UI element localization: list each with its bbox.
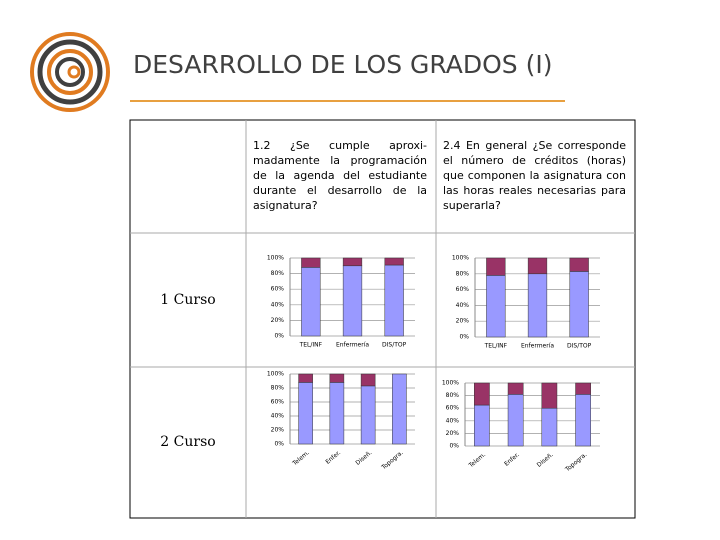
x-tick-label: Enfermería bbox=[521, 343, 554, 350]
y-tick-label: 100% bbox=[452, 255, 469, 262]
y-tick-label: 0% bbox=[274, 441, 284, 448]
bar-segment bbox=[507, 394, 524, 447]
x-tick-label: DIS/TOP bbox=[382, 342, 407, 349]
question: 2.4 En general ¿Se corresponde el número… bbox=[443, 139, 626, 212]
bar-segment bbox=[384, 264, 404, 337]
bar-segment bbox=[329, 382, 345, 445]
bar-segment bbox=[507, 382, 524, 395]
x-tick-label: TEL/INF bbox=[299, 342, 323, 349]
bar-segment bbox=[329, 373, 345, 383]
bar-segment bbox=[342, 257, 363, 267]
y-tick-label: 40% bbox=[456, 302, 470, 309]
bar-segment bbox=[486, 257, 506, 276]
chart: 0% 20% 40% 60% 80% 100% Telem. Enfer. Diseñ. Topo… bbox=[267, 371, 415, 472]
bar-segment bbox=[575, 394, 591, 447]
x-tick-label: Topogra. bbox=[380, 449, 405, 472]
x-tick-label: Diseñ. bbox=[354, 449, 373, 467]
y-tick-label: 60% bbox=[456, 286, 470, 293]
y-tick-label: 20% bbox=[446, 430, 460, 437]
x-tick-label: TEL/INF bbox=[484, 343, 508, 350]
y-tick-label: 80% bbox=[456, 270, 470, 277]
y-tick-label: 80% bbox=[271, 270, 285, 277]
bar-segment bbox=[527, 273, 548, 338]
y-tick-label: 20% bbox=[271, 317, 285, 324]
y-tick-label: 100% bbox=[442, 380, 459, 387]
bar-segment bbox=[342, 265, 363, 337]
table-grid bbox=[129, 119, 636, 519]
bar-segment bbox=[298, 373, 313, 383]
bar-segment bbox=[474, 382, 490, 406]
y-tick-label: 20% bbox=[456, 318, 470, 325]
question: 1.2 ¿Se cumple aproxi-madamente la progr… bbox=[253, 139, 427, 212]
row-header: 1 Curso bbox=[160, 292, 216, 308]
y-tick-label: 60% bbox=[271, 399, 285, 406]
y-tick-label: 80% bbox=[446, 392, 460, 399]
y-tick-label: 20% bbox=[271, 427, 285, 434]
chart: 0% 20% 40% 60% 80% 100% TEL/INF Enfermería DIS/T… bbox=[452, 255, 600, 350]
bar-segment bbox=[569, 257, 589, 272]
bar-segment bbox=[527, 257, 548, 275]
bar-segment bbox=[569, 271, 589, 338]
y-tick-label: 0% bbox=[459, 334, 469, 341]
bar-segment bbox=[301, 257, 321, 268]
x-tick-label: Enfermería bbox=[336, 342, 369, 349]
y-tick-label: 80% bbox=[271, 385, 285, 392]
x-tick-label: DIS/TOP bbox=[567, 343, 592, 350]
chart: 0% 20% 40% 60% 80% 100% Telem. Enfer. Diseñ. Topo… bbox=[442, 380, 600, 474]
y-tick-label: 40% bbox=[271, 413, 285, 420]
x-tick-label: Telem. bbox=[291, 449, 311, 468]
bar-segment bbox=[474, 404, 490, 447]
chart: 0% 20% 40% 60% 80% 100% TEL/INF Enfermería DIS/T… bbox=[267, 255, 415, 349]
y-tick-label: 0% bbox=[274, 333, 284, 340]
bar-segment bbox=[392, 373, 407, 445]
x-tick-label: Enfer. bbox=[503, 451, 521, 467]
y-tick-label: 0% bbox=[449, 443, 459, 450]
bar-segment bbox=[360, 373, 376, 387]
bar-segment bbox=[360, 385, 376, 445]
y-tick-label: 60% bbox=[446, 405, 460, 412]
y-tick-label: 100% bbox=[267, 255, 284, 262]
x-tick-label: Telem. bbox=[467, 451, 487, 470]
slide-title: DESARROLLO DE LOS GRADOS (I) bbox=[133, 50, 553, 79]
bar-segment bbox=[301, 267, 321, 337]
bar-segment bbox=[384, 257, 404, 266]
x-tick-label: Enfer. bbox=[324, 449, 342, 465]
row-header: 2 Curso bbox=[160, 434, 216, 450]
bar-segment bbox=[541, 382, 558, 409]
x-tick-label: Diseñ. bbox=[536, 451, 555, 469]
y-tick-label: 40% bbox=[271, 301, 285, 308]
y-tick-label: 40% bbox=[446, 417, 460, 424]
bar-segment bbox=[575, 382, 591, 395]
bar-segment bbox=[541, 407, 558, 447]
y-tick-label: 100% bbox=[267, 371, 284, 378]
logo bbox=[30, 32, 110, 112]
y-tick-label: 60% bbox=[271, 286, 285, 293]
bar-segment bbox=[298, 382, 313, 445]
bar-segment bbox=[486, 275, 506, 338]
x-tick-label: Topogra. bbox=[563, 451, 588, 474]
